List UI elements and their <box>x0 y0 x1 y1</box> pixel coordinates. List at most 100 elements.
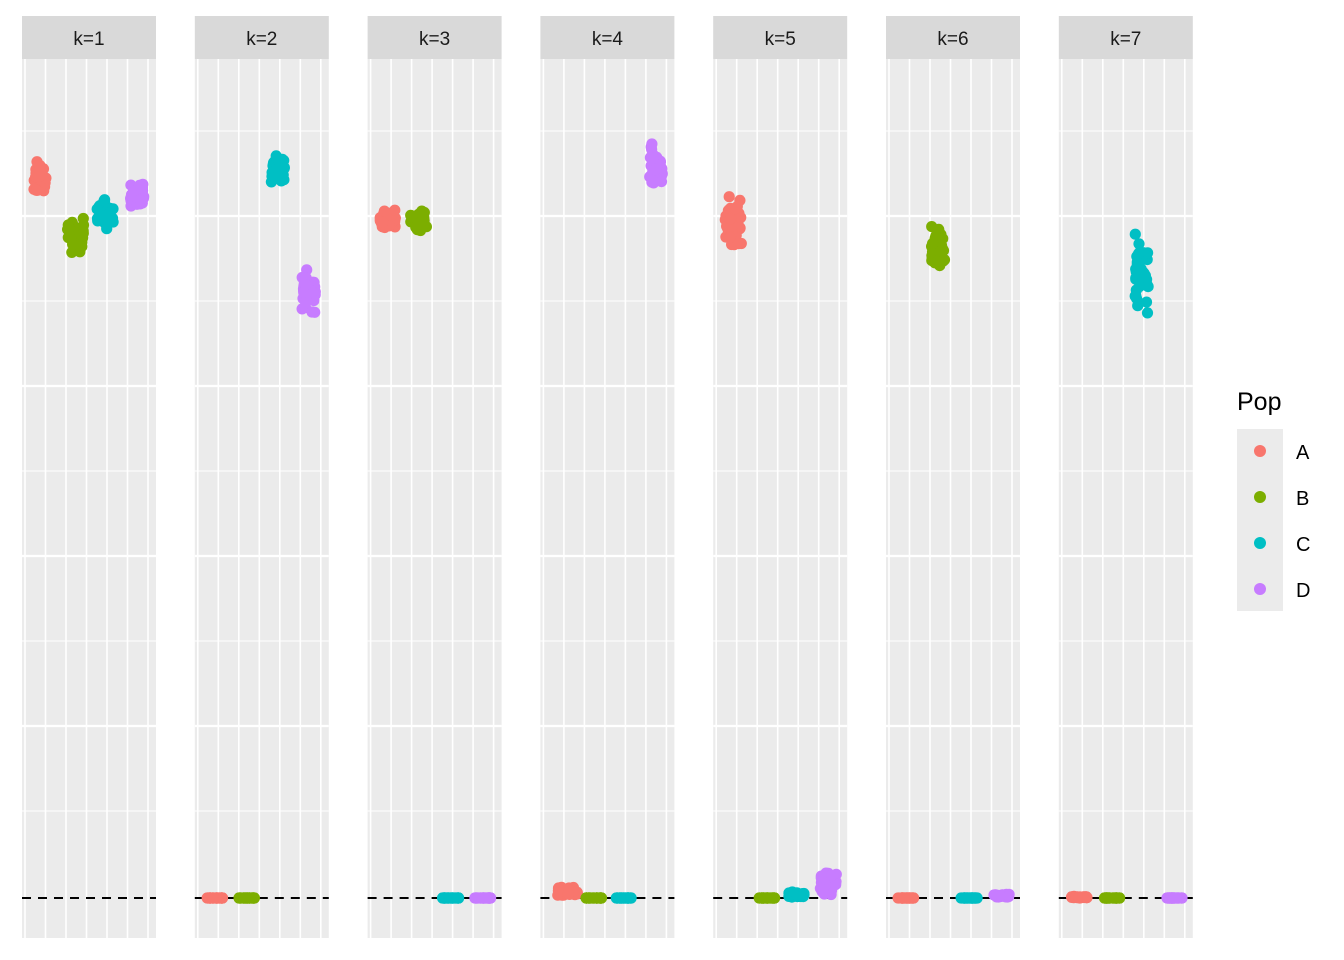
legend-key-B <box>1254 491 1266 503</box>
data-point <box>410 221 422 233</box>
data-point <box>937 255 949 267</box>
data-point <box>724 232 736 244</box>
data-point <box>562 888 574 900</box>
data-point <box>33 170 45 183</box>
series-B <box>580 892 608 904</box>
series-A <box>719 191 747 251</box>
data-point <box>790 887 802 900</box>
facet-k1: k=1 <box>22 16 156 938</box>
data-point <box>389 204 401 216</box>
data-point <box>107 203 119 215</box>
facet-label: k=2 <box>246 29 277 50</box>
series-C <box>1129 228 1154 319</box>
data-point <box>571 887 583 899</box>
data-point <box>272 170 284 182</box>
legend-key-D <box>1254 583 1266 595</box>
data-point <box>206 892 219 904</box>
data-point <box>1140 296 1153 308</box>
panel-background <box>367 59 502 938</box>
data-point <box>724 213 737 225</box>
data-point <box>451 892 463 904</box>
panel-background <box>1058 59 1193 938</box>
facet-strip <box>22 16 156 59</box>
series-B <box>753 892 781 904</box>
data-point <box>233 892 245 904</box>
legend-label-D: D <box>1296 580 1310 602</box>
data-point <box>615 892 627 904</box>
series-A <box>1066 890 1093 904</box>
facet-strip <box>886 16 1020 59</box>
data-point <box>300 279 312 291</box>
facet-label: k=6 <box>937 29 968 50</box>
data-point <box>309 306 321 318</box>
series-D <box>296 264 321 318</box>
data-point <box>1133 257 1145 269</box>
data-point <box>1104 892 1116 904</box>
legend-key-C <box>1254 537 1266 549</box>
data-point <box>814 882 827 895</box>
series-C <box>437 892 465 904</box>
legend-key-background <box>1237 429 1283 611</box>
data-point <box>1129 290 1141 302</box>
facet-label: k=4 <box>592 29 624 50</box>
data-point <box>271 152 283 164</box>
legend: Pop A B C D <box>1237 388 1310 611</box>
series-D <box>125 178 150 212</box>
data-point <box>904 892 916 904</box>
data-point <box>62 224 74 236</box>
legend-label-C: C <box>1296 534 1310 556</box>
panel-background <box>194 59 329 938</box>
panel-background <box>713 59 848 938</box>
legend-label-A: A <box>1296 442 1310 464</box>
data-point <box>1077 891 1089 903</box>
data-point <box>1113 892 1125 904</box>
data-point <box>927 237 939 250</box>
facet-strip <box>194 16 329 59</box>
series-B <box>62 212 90 258</box>
series-D <box>1161 892 1188 904</box>
series-D <box>814 867 842 901</box>
facet-k4: k=4 <box>540 16 675 938</box>
data-point <box>730 203 742 215</box>
facet-strip <box>367 16 502 59</box>
facet-k3: k=3 <box>367 16 502 938</box>
facet-k2: k=2 <box>194 16 329 938</box>
series-B <box>926 221 951 272</box>
data-point <box>966 892 978 904</box>
data-point <box>1132 300 1144 312</box>
data-point <box>581 892 593 904</box>
data-point <box>733 238 745 250</box>
data-point <box>590 892 602 904</box>
data-point <box>77 212 89 225</box>
series-A <box>28 156 52 197</box>
data-point <box>647 152 659 164</box>
data-point <box>480 892 492 904</box>
series-A <box>374 204 401 234</box>
series-B <box>233 892 260 904</box>
data-point <box>67 238 79 250</box>
series-A <box>201 892 229 904</box>
data-point <box>91 203 103 215</box>
series-A <box>892 892 920 904</box>
data-point <box>125 190 137 202</box>
panel-background <box>886 59 1020 938</box>
legend-items: A B C D <box>1254 442 1310 602</box>
data-point <box>655 176 668 188</box>
data-point <box>99 194 111 206</box>
data-point <box>723 191 735 203</box>
data-point <box>645 141 657 153</box>
data-point <box>133 180 146 192</box>
facet-k7: k=7 <box>1058 16 1193 938</box>
data-point <box>761 892 774 904</box>
data-point <box>1142 247 1154 259</box>
data-point <box>378 205 390 217</box>
facet-label: k=1 <box>73 29 104 50</box>
data-point <box>1003 890 1015 902</box>
series-C <box>91 194 119 235</box>
series-C <box>783 886 810 903</box>
facet-strip <box>713 16 848 59</box>
facet-panels: k=1 k=2 k=3 k=4 k=5 k=6 k=7 <box>22 16 1193 938</box>
data-point <box>1141 307 1154 319</box>
series-A <box>552 881 583 901</box>
